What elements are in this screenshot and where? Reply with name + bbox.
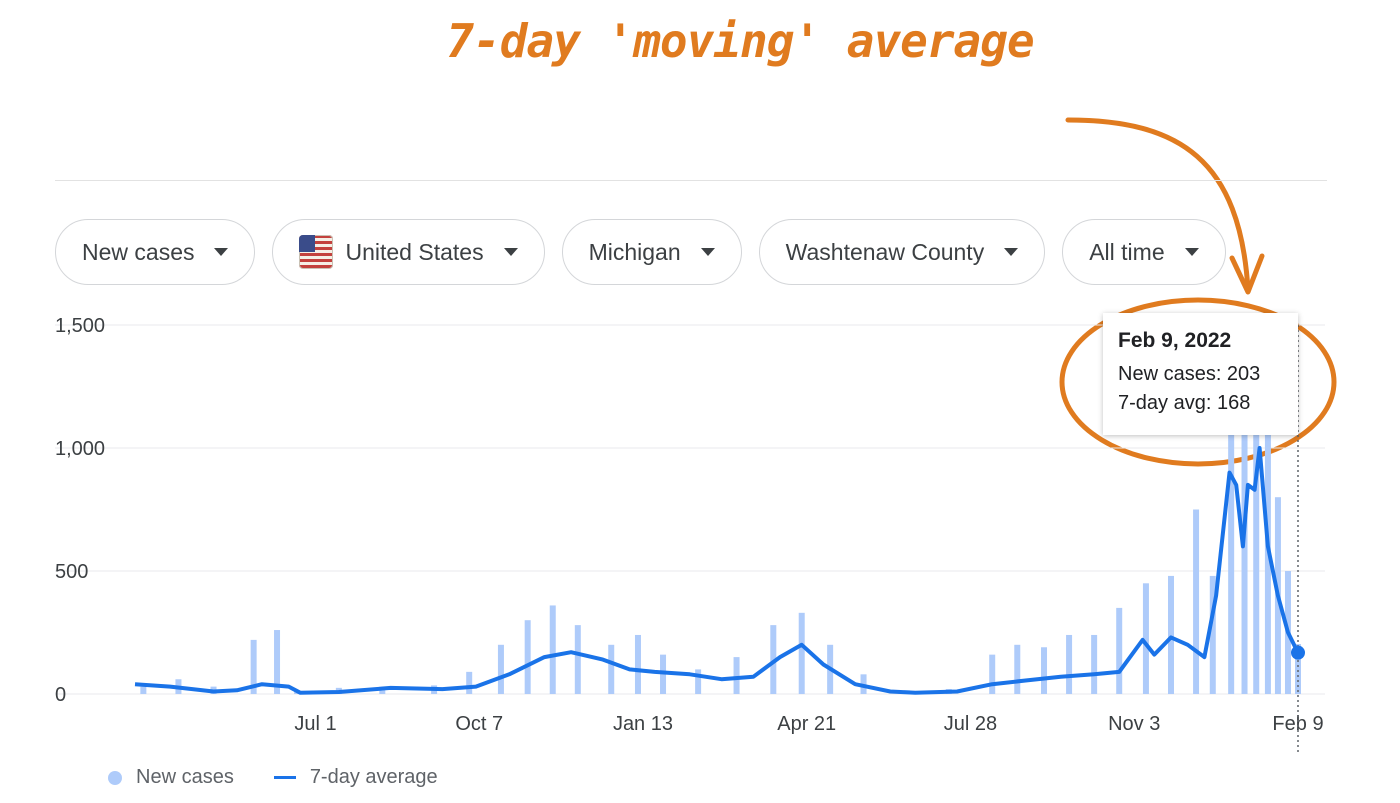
hover-tooltip: Feb 9, 2022 New cases: 203 7-day avg: 16… bbox=[1103, 313, 1298, 435]
cases-chart[interactable]: 0 500 1,000 1,500 Jul 1 Oct 7 Jan 13 Apr 21 Jul … bbox=[0, 300, 1400, 760]
bar bbox=[634, 634, 641, 694]
bar bbox=[1295, 644, 1301, 694]
bar bbox=[497, 644, 504, 694]
bar bbox=[549, 605, 556, 694]
us-flag-icon bbox=[299, 235, 334, 269]
bar bbox=[695, 669, 702, 694]
annotation-arrowhead bbox=[1229, 253, 1265, 295]
county-filter[interactable]: Washtenaw County bbox=[758, 219, 1046, 285]
legend-line-label: 7-day average bbox=[309, 766, 438, 788]
bar bbox=[1142, 583, 1149, 694]
state-filter[interactable]: Michigan bbox=[561, 219, 742, 285]
bar bbox=[1116, 607, 1123, 694]
legend-bars-label: New cases bbox=[136, 766, 234, 788]
bar bbox=[1264, 423, 1271, 694]
chevron-down-icon bbox=[503, 248, 518, 256]
tooltip-average: 7-day avg: 168 bbox=[1118, 392, 1251, 414]
bar bbox=[608, 644, 615, 694]
chevron-down-icon bbox=[1004, 248, 1019, 256]
bar bbox=[1066, 634, 1073, 694]
annotation-title: 7-day 'moving' average bbox=[446, 14, 1034, 68]
time-range-filter-label: All time bbox=[1089, 238, 1165, 265]
y-tick-label: 500 bbox=[55, 561, 88, 583]
y-tick-label: 1,000 bbox=[55, 438, 105, 460]
x-tick-label: Jul 28 bbox=[944, 713, 997, 735]
bar bbox=[466, 671, 473, 694]
y-tick-label: 0 bbox=[55, 684, 66, 706]
filter-bar: New cases United States Michigan Washten… bbox=[55, 219, 1226, 285]
chevron-down-icon bbox=[1184, 248, 1199, 256]
x-tick-label: Jul 1 bbox=[294, 713, 336, 735]
bar bbox=[1041, 647, 1048, 694]
country-filter-label: United States bbox=[345, 238, 484, 265]
bar bbox=[1193, 509, 1200, 694]
bar bbox=[733, 657, 740, 694]
x-tick-label: Oct 7 bbox=[455, 713, 503, 735]
bar bbox=[574, 625, 581, 694]
tooltip-new-cases: New cases: 203 bbox=[1118, 363, 1261, 385]
average-line bbox=[134, 446, 1300, 695]
metric-filter-label: New cases bbox=[82, 238, 195, 265]
y-tick-label: 1,500 bbox=[55, 315, 105, 337]
bar bbox=[274, 630, 281, 694]
x-tick-label: Jan 13 bbox=[613, 713, 673, 735]
bar bbox=[1014, 644, 1021, 694]
bar bbox=[1253, 398, 1260, 694]
time-range-filter[interactable]: All time bbox=[1062, 219, 1226, 285]
tooltip-date: Feb 9, 2022 bbox=[1118, 329, 1232, 352]
bar bbox=[1091, 634, 1098, 694]
chart-legend: New cases 7-day average bbox=[108, 766, 438, 789]
bar bbox=[524, 620, 531, 694]
bar bbox=[250, 639, 257, 694]
bar bbox=[1209, 575, 1216, 694]
bar bbox=[1168, 575, 1175, 694]
x-tick-label: Nov 3 bbox=[1108, 713, 1160, 735]
bar bbox=[140, 686, 147, 694]
bar bbox=[989, 654, 996, 694]
bar bbox=[1228, 325, 1235, 694]
country-filter[interactable]: United States bbox=[272, 219, 545, 285]
x-tick-label: Feb 9 bbox=[1272, 713, 1323, 735]
chevron-down-icon bbox=[700, 248, 715, 256]
state-filter-label: Michigan bbox=[588, 238, 681, 265]
bar bbox=[798, 612, 805, 694]
hover-point bbox=[1291, 645, 1305, 660]
chevron-down-icon bbox=[214, 248, 229, 256]
legend-line-swatch bbox=[273, 776, 296, 779]
divider bbox=[55, 180, 1327, 181]
metric-filter[interactable]: New cases bbox=[55, 219, 256, 285]
county-filter-label: Washtenaw County bbox=[785, 238, 985, 265]
legend-bars-swatch bbox=[108, 770, 122, 785]
x-tick-label: Apr 21 bbox=[777, 713, 836, 735]
